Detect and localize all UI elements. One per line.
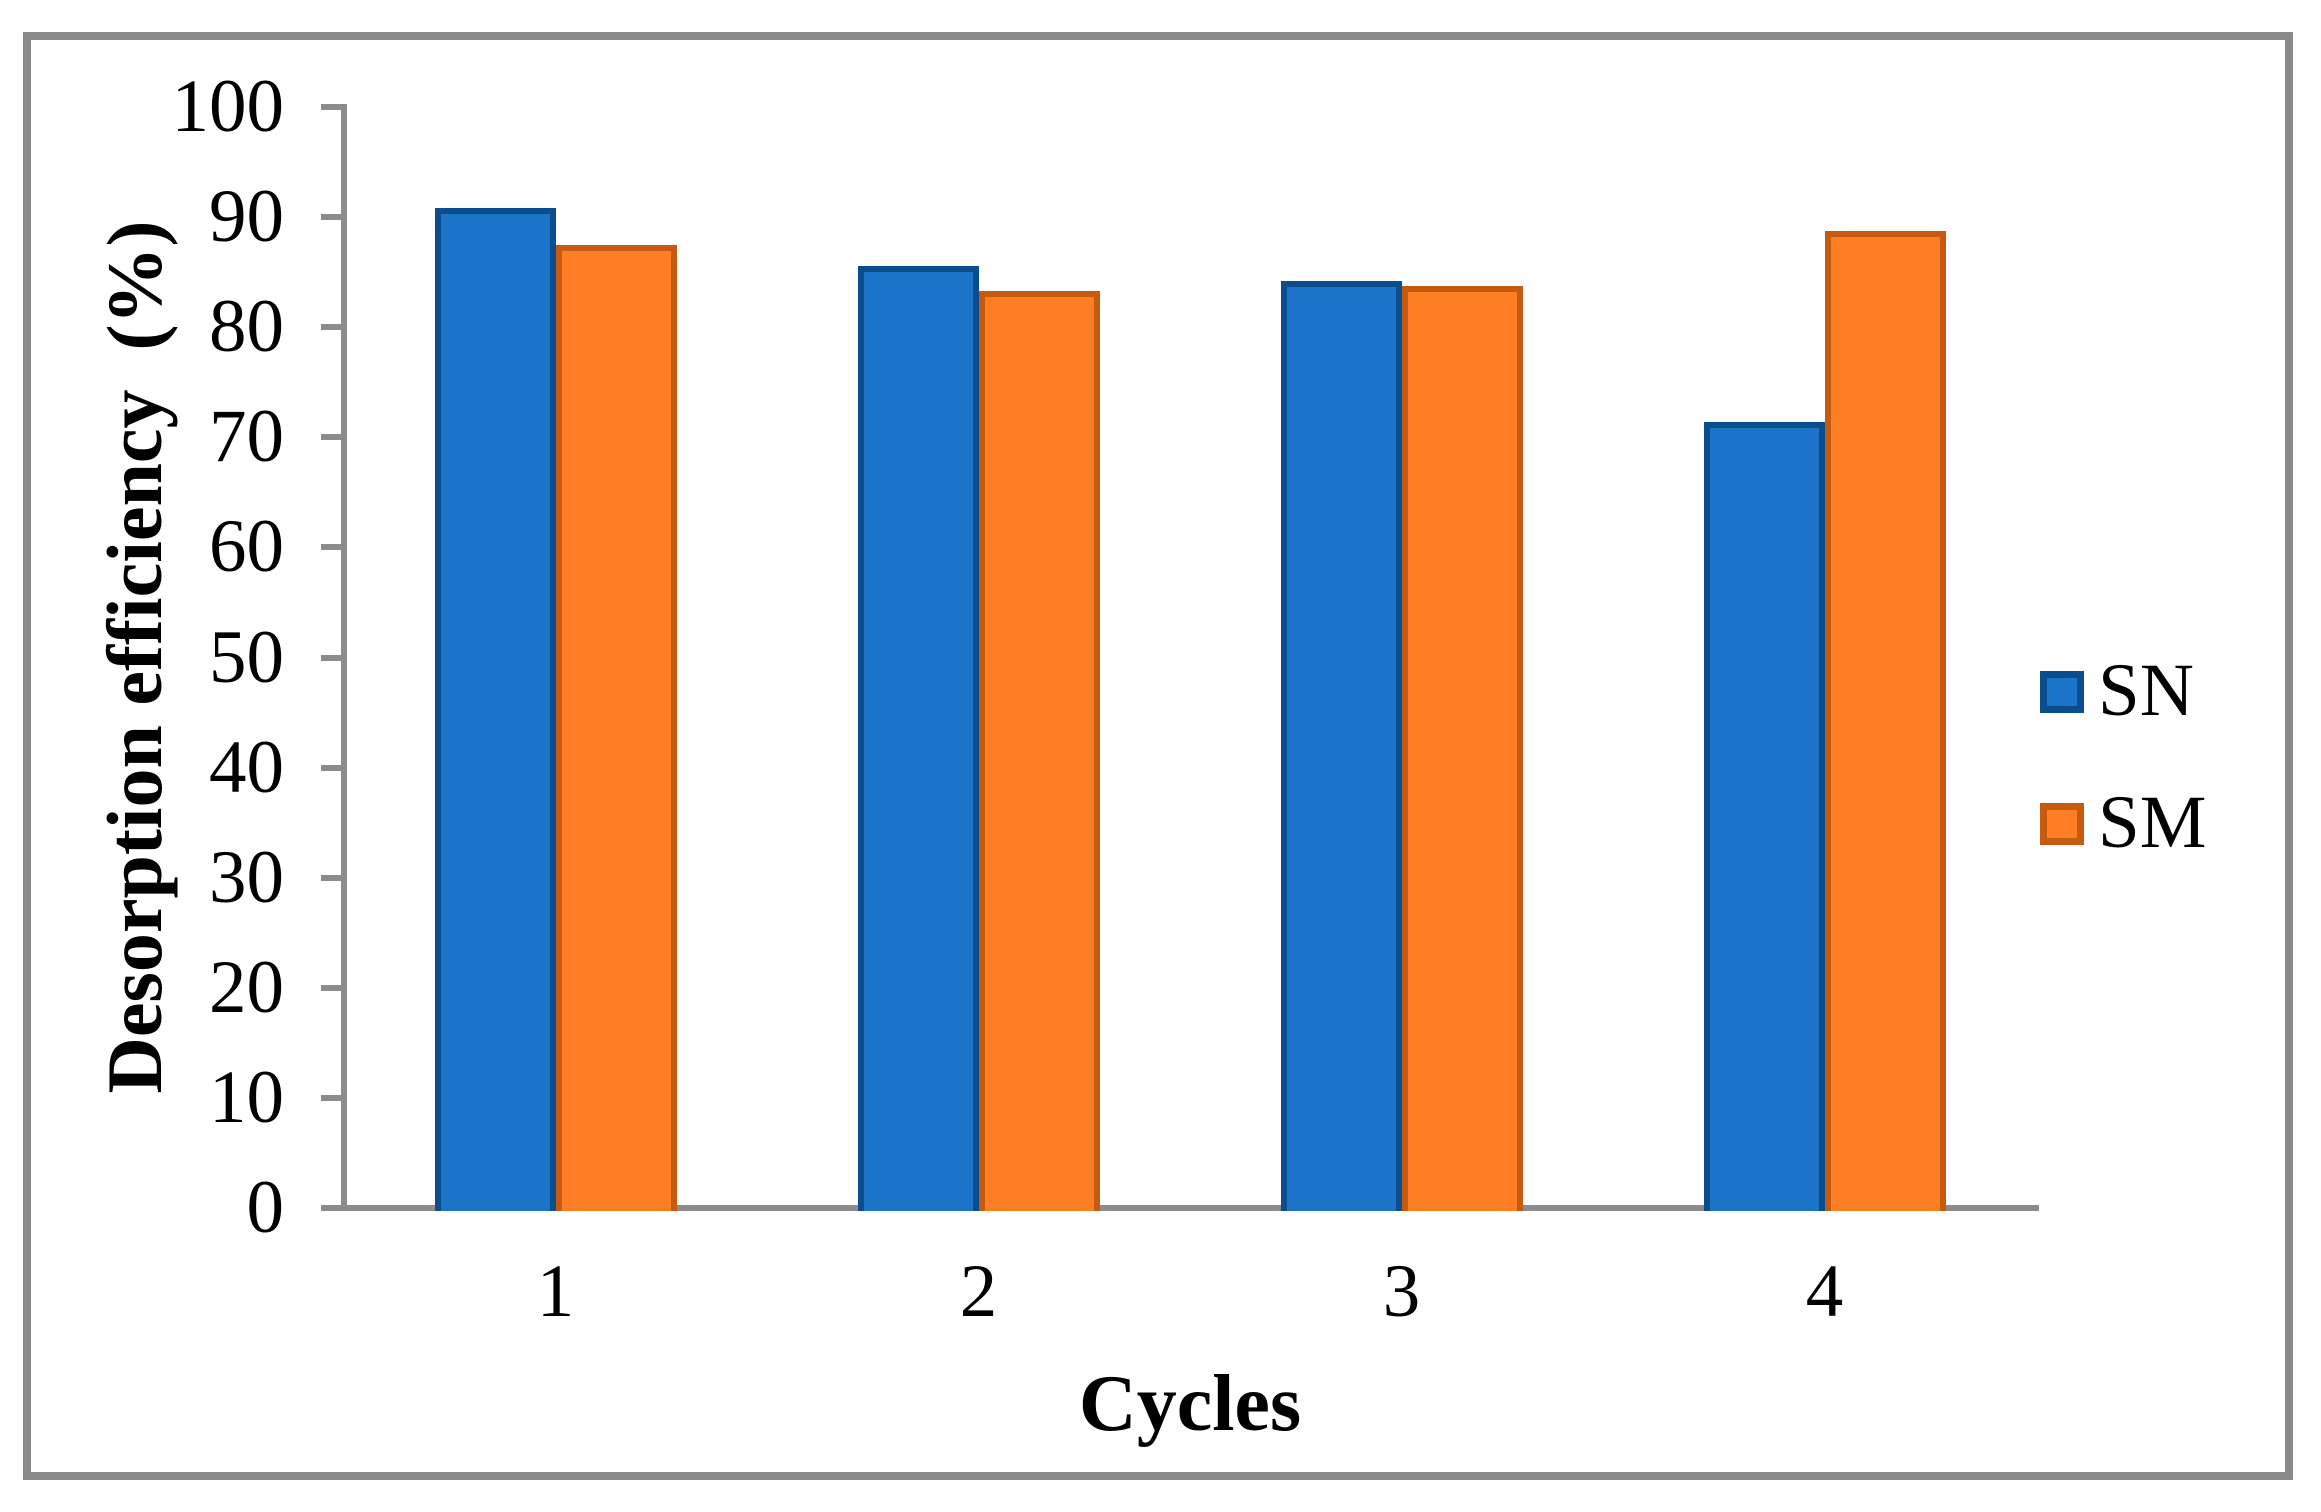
y-tick-label-80: 80 xyxy=(209,285,284,369)
y-tick-label-40: 40 xyxy=(209,725,284,809)
y-tick-label-10: 10 xyxy=(209,1055,284,1139)
x-axis-line xyxy=(321,1205,2039,1211)
y-tick-20 xyxy=(321,984,344,991)
legend-label-sn: SN xyxy=(2098,649,2194,732)
y-tick-70 xyxy=(321,434,344,441)
y-axis-title: Desorption efficiency (%) xyxy=(91,220,178,1094)
y-tick-label-70: 70 xyxy=(209,395,284,479)
legend-swatch-sm xyxy=(2040,803,2084,845)
x-category-label-3: 3 xyxy=(1382,1250,1421,1333)
x-category-label-1: 1 xyxy=(536,1250,575,1333)
bar-sm-cycle-4 xyxy=(1824,231,1946,1211)
y-tick-40 xyxy=(321,764,344,771)
bar-sn-cycle-3 xyxy=(1280,280,1402,1211)
legend-swatch-sn xyxy=(2040,671,2084,713)
y-tick-label-100: 100 xyxy=(171,65,285,148)
y-tick-100 xyxy=(321,104,344,110)
y-tick-0 xyxy=(321,1205,344,1211)
y-tick-60 xyxy=(321,544,344,551)
x-axis-title: Cycles xyxy=(1078,1360,1302,1448)
bar-sm-cycle-3 xyxy=(1401,286,1523,1211)
legend-label-sm: SM xyxy=(2098,781,2207,864)
y-tick-30 xyxy=(321,874,344,881)
y-tick-label-60: 60 xyxy=(209,505,284,589)
y-tick-label-20: 20 xyxy=(209,945,284,1029)
y-axis-line xyxy=(341,104,347,1211)
y-tick-90 xyxy=(321,214,344,221)
bar-sm-cycle-1 xyxy=(555,244,677,1211)
x-category-label-4: 4 xyxy=(1805,1250,1844,1333)
bar-sn-cycle-2 xyxy=(857,265,979,1211)
y-tick-50 xyxy=(321,654,344,661)
y-tick-80 xyxy=(321,324,344,331)
y-tick-label-90: 90 xyxy=(209,175,284,259)
y-tick-label-50: 50 xyxy=(209,615,284,699)
bar-sm-cycle-2 xyxy=(978,290,1100,1211)
y-tick-label-30: 30 xyxy=(209,835,284,919)
y-tick-label-0: 0 xyxy=(246,1166,285,1249)
bar-sn-cycle-4 xyxy=(1703,421,1825,1211)
x-category-label-2: 2 xyxy=(959,1250,998,1333)
bar-sn-cycle-1 xyxy=(434,208,556,1211)
y-tick-10 xyxy=(321,1094,344,1101)
